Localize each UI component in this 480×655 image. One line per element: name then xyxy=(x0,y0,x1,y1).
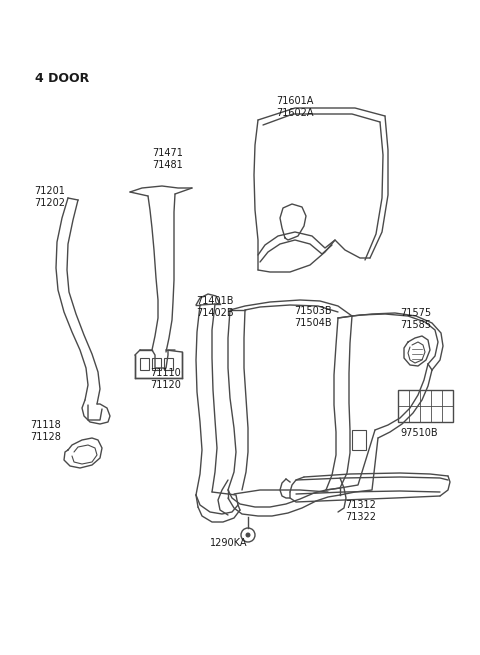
Text: 97510B: 97510B xyxy=(400,428,438,438)
Text: 71471
71481: 71471 71481 xyxy=(152,148,183,170)
Text: 71503B
71504B: 71503B 71504B xyxy=(294,306,332,328)
Bar xyxy=(164,358,173,370)
Text: 71401B
71402B: 71401B 71402B xyxy=(196,296,234,318)
Text: 1290KA: 1290KA xyxy=(210,538,248,548)
Bar xyxy=(140,358,149,370)
Text: 71575
71585: 71575 71585 xyxy=(400,308,431,330)
Text: 71312
71322: 71312 71322 xyxy=(345,500,376,522)
Bar xyxy=(398,390,453,422)
Bar xyxy=(352,430,366,450)
Circle shape xyxy=(246,533,250,537)
Text: 71601A
71602A: 71601A 71602A xyxy=(276,96,313,118)
Text: 71118
71128: 71118 71128 xyxy=(30,420,61,442)
Text: 4 DOOR: 4 DOOR xyxy=(35,72,89,85)
Text: 71110
71120: 71110 71120 xyxy=(150,368,181,390)
Bar xyxy=(152,358,161,370)
Text: 71201
71202: 71201 71202 xyxy=(34,186,65,208)
